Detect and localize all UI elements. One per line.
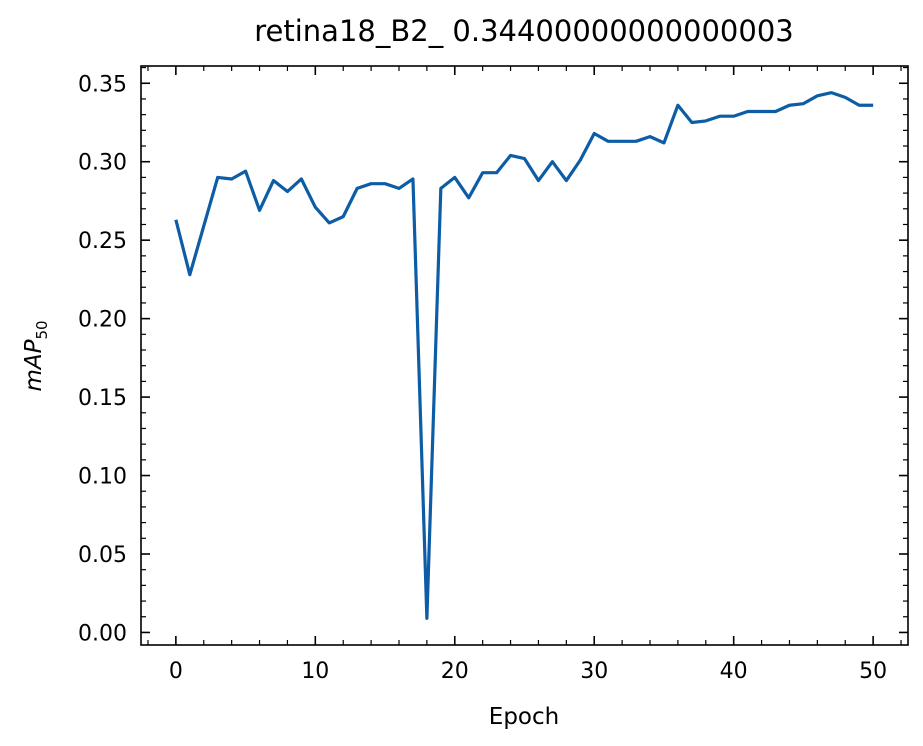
y-tick-label: 0.10: [78, 465, 127, 490]
y-tick-label: 0.25: [78, 229, 127, 254]
x-tick-label: 30: [580, 659, 608, 684]
y-axis-title-subscript: 50: [33, 320, 51, 339]
x-axis-title: Epoch: [489, 704, 559, 730]
x-tick-label: 50: [859, 659, 887, 684]
x-tick-label: 20: [441, 659, 469, 684]
y-axis-title: mAP50: [21, 320, 51, 391]
y-tick-label: 0.00: [78, 621, 127, 646]
y-tick-label: 0.35: [78, 72, 127, 97]
y-axis-title-main: mAP: [21, 339, 47, 391]
y-tick-label: 0.15: [78, 386, 127, 411]
y-tick-label: 0.05: [78, 543, 127, 568]
x-tick-label: 40: [720, 659, 748, 684]
x-tick-label: 10: [301, 659, 329, 684]
chart-title: retina18_B2_ 0.34400000000000003: [254, 14, 794, 48]
y-tick-label: 0.20: [78, 308, 127, 333]
x-tick-label: 0: [169, 659, 183, 684]
series-line-0: [174, 91, 874, 620]
plot-frame: [140, 65, 909, 646]
y-tick-label: 0.30: [78, 151, 127, 176]
